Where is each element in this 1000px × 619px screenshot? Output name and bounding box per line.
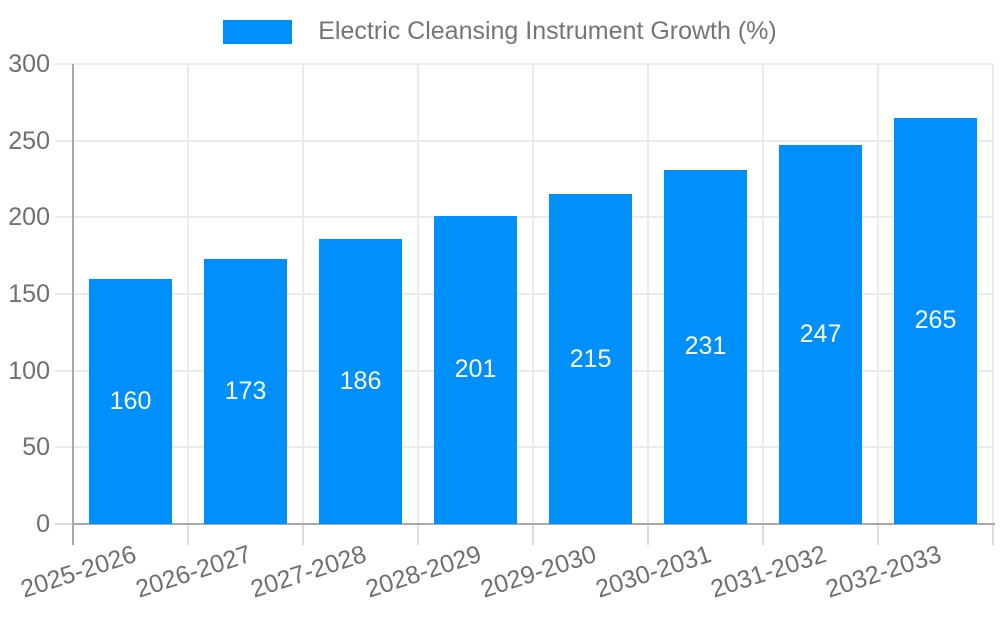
x-tick [647,525,649,545]
h-gridline [55,216,993,219]
x-tick [877,525,879,545]
legend-swatch [223,19,293,44]
v-gridline [532,64,534,524]
v-gridline [992,64,994,524]
y-axis-label: 300 [8,50,50,78]
bar-value-label: 160 [109,386,152,415]
bar-value-label: 201 [454,355,497,384]
x-tick [302,525,304,545]
bar: 215 [549,194,632,524]
h-gridline [55,446,993,449]
x-tick [187,525,189,545]
bar: 231 [664,169,747,524]
bar-value-label: 265 [914,306,957,335]
y-axis-label: 50 [22,433,50,462]
legend: Electric Cleansing Instrument Growth (%) [0,17,1000,46]
bar-value-label: 186 [339,366,382,395]
bar: 160 [89,278,172,524]
v-gridline [417,64,419,524]
bar-value-label: 173 [224,376,267,405]
bar-value-label: 215 [569,344,612,373]
x-tick [417,525,419,545]
bar: 201 [434,215,517,524]
bar-chart: Electric Cleansing Instrument Growth (%)… [0,17,1000,604]
v-gridline [877,64,879,524]
bar-value-label: 247 [799,320,842,349]
v-gridline [762,64,764,524]
y-axis-label: 200 [8,203,50,232]
y-axis-label: 250 [8,126,50,155]
y-axis-label: 100 [8,356,50,385]
v-gridline [187,64,189,524]
bar: 265 [894,117,977,524]
y-axis-label: 0 [36,510,50,538]
bar: 247 [779,145,862,524]
x-tick [992,525,994,545]
bar: 173 [204,258,287,524]
v-gridline [647,64,649,524]
y-tick [55,523,73,525]
y-axis-label: 150 [8,280,50,308]
y-axis-line [72,64,74,536]
h-gridline [55,369,993,372]
legend-label: Electric Cleansing Instrument Growth (%) [318,17,777,45]
v-gridline [302,64,304,524]
h-gridline [55,63,993,65]
x-tick [762,525,764,545]
x-axis-line [73,523,995,525]
bar-value-label: 231 [684,332,727,361]
bar: 186 [319,238,402,524]
x-tick [532,525,534,545]
h-gridline [55,293,993,295]
h-gridline [55,139,993,142]
